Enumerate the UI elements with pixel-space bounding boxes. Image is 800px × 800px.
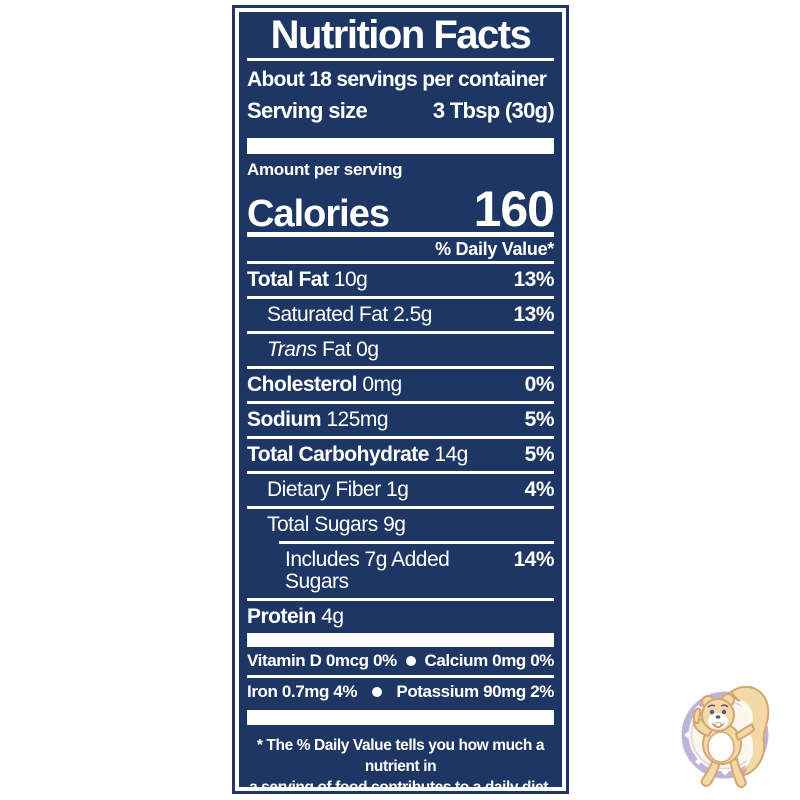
amount-per-serving-label: Amount per serving [247,160,403,179]
divider [247,506,554,509]
divider [247,331,554,334]
bullet-separator-icon [371,687,382,697]
nutrient-row-total-sugars: Total Sugars 9g [267,513,406,536]
calories-label: Calories [247,193,390,235]
nutrient-row-dietary-fiber: Dietary Fiber 1g 4% [267,478,555,501]
squirrel-legs [700,756,722,787]
calories-row: Calories 160 [247,180,555,237]
micronutrient-row-1: Vitamin D 0mcg 0% Calcium 0mg 0% [247,651,554,670]
calories-value: 160 [473,181,555,237]
nutrient-row-total-carbohydrate: Total Carbohydrate 14g 5% [247,443,555,466]
bullet-separator-icon [405,656,416,666]
divider [247,58,554,61]
divider [247,471,554,474]
serving-size-row: Serving size 3 Tbsp (30g) [247,97,555,124]
section-bar [247,138,554,154]
servings-per-container: About 18 servings per container [247,68,547,91]
divider [247,261,554,264]
divider [247,401,554,404]
serving-size-label: Serving size [247,98,368,123]
divider-medium [247,232,554,237]
nutrition-facts-label: Nutrition Facts About 18 servings per co… [232,5,569,794]
nutrient-row-protein: Protein 4g [247,605,344,628]
nutrient-row-added-sugars: Includes 7g Added Sugars 14% [285,548,554,593]
nutrient-row-cholesterol: Cholesterol 0mg 0% [247,373,555,396]
section-bar [247,710,554,725]
micronutrient-row-2: Iron 0.7mg 4% Potassium 90mg 2% [247,682,554,701]
divider [247,436,554,439]
nutrient-row-saturated-fat: Saturated Fat 2.5g 13% [267,303,554,326]
daily-value-footnote: * The % Daily Value tells you how much a… [249,737,552,791]
section-bar [247,633,554,647]
divider [247,366,554,369]
divider [247,598,554,601]
daily-value-header: % Daily Value* [435,239,554,259]
serving-size-value: 3 Tbsp (30g) [432,98,555,123]
nutrient-row-total-fat: Total Fat 10g 13% [247,268,554,291]
divider [247,675,554,678]
divider [247,296,554,299]
label-title: Nutrition Facts [270,13,532,57]
squirrel-mascot-logo [681,685,770,788]
nutrient-row-trans-fat: Trans Fat 0g [267,338,379,361]
divider-indented [279,541,554,544]
nutrition-facts-panel: Nutrition Facts About 18 servings per co… [235,8,566,791]
nutrient-row-sodium: Sodium 125mg 5% [247,408,555,431]
